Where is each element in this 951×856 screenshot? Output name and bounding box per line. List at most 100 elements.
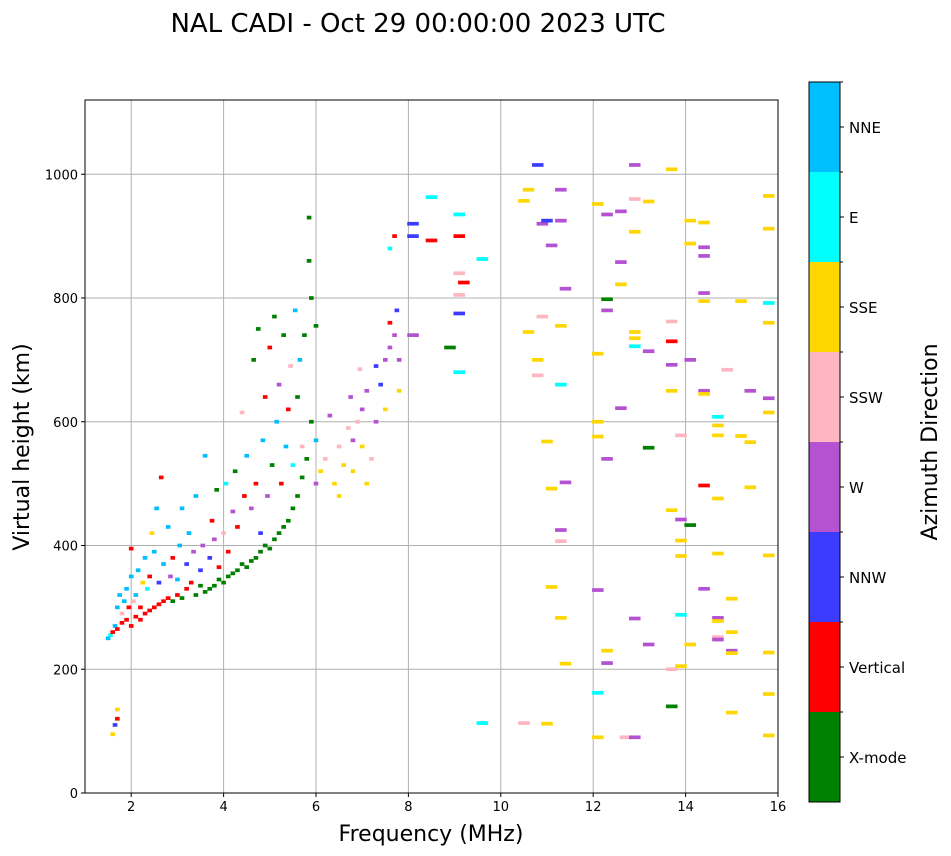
data-point-sse [522, 330, 535, 334]
data-point-vertical [453, 234, 465, 238]
data-point-vertical [253, 481, 259, 486]
data-point-w [629, 163, 641, 167]
data-point-ssw [131, 599, 136, 604]
colorbar-tick-label: E [849, 209, 858, 227]
data-point-sse [332, 481, 337, 486]
data-point-x-mode [290, 506, 296, 511]
data-point-ssw [665, 319, 678, 324]
data-point-w [642, 642, 655, 647]
data-point-sse [762, 650, 775, 655]
data-point-sse [642, 199, 655, 204]
data-point-nne [274, 419, 280, 424]
data-point-nne [154, 506, 159, 511]
data-point-e [592, 690, 604, 695]
data-point-x-mode [272, 314, 277, 319]
data-point-w [327, 413, 333, 418]
data-point-ssw [239, 410, 245, 415]
data-point-w [642, 349, 655, 354]
data-point-x-mode [239, 562, 245, 566]
data-point-x-mode [214, 487, 219, 492]
data-point-w [200, 543, 206, 548]
data-point-vertical [151, 605, 157, 610]
data-point-sse [522, 187, 535, 192]
data-point-ssw [555, 539, 567, 544]
data-point-sse [735, 434, 747, 438]
data-point-nnw [198, 568, 203, 573]
data-point-sse [726, 630, 738, 634]
data-point-x-mode [225, 574, 231, 579]
data-point-w [698, 245, 710, 250]
data-point-x-mode [251, 358, 256, 362]
data-point-w [373, 419, 379, 424]
data-point-w [592, 588, 604, 592]
colorbar-band [809, 352, 840, 442]
data-point-sse [359, 444, 365, 449]
data-point-vertical [138, 617, 143, 622]
colorbar-band [809, 172, 840, 262]
data-point-nnw [112, 723, 118, 727]
x-tick-label: 8 [404, 800, 412, 815]
data-point-x-mode [170, 599, 176, 604]
data-point-vertical [242, 494, 247, 498]
data-point-nne [175, 577, 180, 582]
colorbar-band [809, 622, 840, 712]
data-point-vertical [425, 238, 438, 243]
data-point-nne [135, 568, 141, 573]
data-point-x-mode [249, 559, 254, 563]
data-point-x-mode [202, 590, 208, 594]
data-point-nne [186, 531, 192, 535]
data-point-w [665, 362, 678, 367]
data-point-nne [112, 624, 118, 628]
data-point-w [629, 735, 641, 740]
data-point-ssw [619, 735, 632, 740]
data-point-x-mode [276, 531, 282, 535]
data-point-sse [115, 707, 120, 712]
data-point-w [276, 382, 282, 387]
data-point-w [601, 661, 613, 665]
data-point-w [536, 221, 549, 226]
data-point-nnw [531, 163, 544, 167]
x-tick-label: 6 [312, 800, 320, 815]
x-axis-ticks: 2 4 6 8 10 12 14 16 [127, 793, 786, 815]
data-point-vertical [128, 624, 134, 628]
data-point-ssw [536, 314, 549, 319]
data-point-sse [341, 463, 347, 467]
data-point-nnw [184, 562, 189, 566]
data-point-vertical [138, 605, 143, 610]
data-point-nne [313, 438, 319, 443]
data-point-nne [133, 593, 139, 597]
data-point-x-mode [258, 549, 263, 554]
data-point-e [425, 195, 438, 199]
data-point-sse [629, 229, 641, 234]
data-point-x-mode [281, 333, 286, 337]
data-point-x-mode [235, 568, 240, 573]
data-point-nne [179, 506, 185, 511]
data-point-sse [364, 481, 370, 486]
data-point-w [230, 509, 236, 514]
data-point-sse [684, 642, 696, 647]
data-point-nne [165, 525, 171, 529]
grid-lines [85, 100, 779, 794]
data-point-w [348, 395, 353, 399]
data-point-sse [592, 202, 604, 206]
data-point-vertical [128, 546, 134, 551]
data-point-sse [149, 531, 155, 535]
data-point-w [191, 549, 196, 554]
data-point-e [290, 463, 296, 467]
data-point-sse [110, 732, 116, 737]
data-point-nne [177, 543, 183, 548]
colorbar-band [809, 532, 840, 622]
data-point-x-mode [267, 546, 273, 551]
data-point-vertical [279, 481, 284, 486]
data-point-vertical [387, 320, 393, 325]
data-point-vertical [188, 580, 194, 585]
data-point-x-mode [232, 469, 238, 474]
data-point-sse [726, 596, 738, 601]
data-point-x-mode [295, 494, 300, 498]
data-point-w [364, 388, 370, 393]
data-point-vertical [158, 475, 164, 480]
data-point-x-mode [295, 395, 300, 399]
colorbar: X-mode Vertical NNW W SSW SSE E NNE [808, 81, 906, 803]
data-point-w [698, 254, 710, 258]
data-point-w [559, 480, 572, 485]
